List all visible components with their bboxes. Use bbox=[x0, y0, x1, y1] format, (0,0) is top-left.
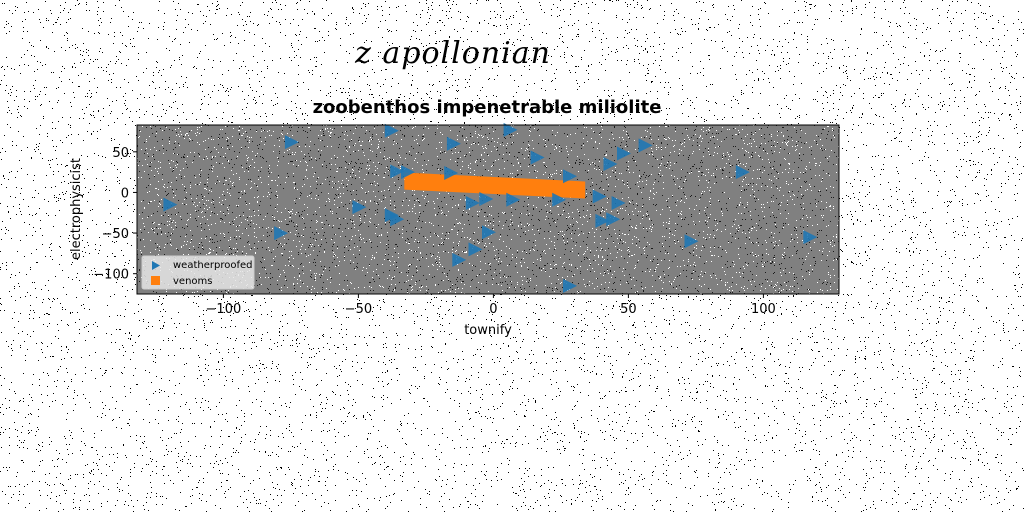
x-axis: −100 −50 0 50 100 bbox=[206, 294, 776, 317]
x-tick-label: −50 bbox=[345, 302, 372, 317]
legend-label-venoms: venoms bbox=[173, 276, 212, 287]
x-tick-label: −100 bbox=[206, 302, 242, 317]
legend-marker-venoms bbox=[151, 276, 160, 285]
legend: weatherproofed venoms bbox=[142, 256, 254, 289]
x-tick-label: 100 bbox=[751, 302, 776, 317]
y-tick-label: 50 bbox=[112, 146, 129, 161]
legend-label-weatherproofed: weatherproofed bbox=[173, 260, 252, 271]
y-axis: 50 0 −50 −100 bbox=[93, 146, 137, 283]
x-tick-label: 0 bbox=[489, 302, 497, 317]
x-axis-label: townify bbox=[464, 323, 512, 338]
y-tick-label: 0 bbox=[121, 186, 129, 201]
y-tick-label: −100 bbox=[93, 268, 129, 283]
y-tick-label: −50 bbox=[102, 227, 129, 242]
chart-title: zoobenthos impenetrable miliolite bbox=[313, 97, 662, 118]
x-tick-label: 50 bbox=[620, 302, 637, 317]
y-axis-label: electrophysicist bbox=[69, 158, 84, 260]
